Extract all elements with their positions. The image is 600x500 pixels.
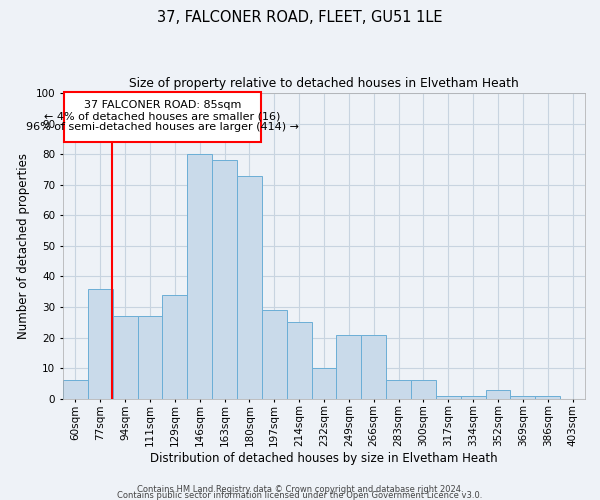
Bar [187,154,212,399]
Text: ← 4% of detached houses are smaller (16): ← 4% of detached houses are smaller (16) [44,111,281,121]
Bar [411,380,436,399]
Bar [137,316,163,399]
Title: Size of property relative to detached houses in Elvetham Heath: Size of property relative to detached ho… [129,78,519,90]
Bar [113,316,137,399]
Bar [88,288,113,399]
Bar [337,334,361,399]
Bar [63,380,88,399]
Bar [485,390,511,399]
Bar [461,396,485,399]
Text: 37 FALCONER ROAD: 85sqm: 37 FALCONER ROAD: 85sqm [83,100,241,110]
Bar [511,396,535,399]
Bar [237,176,262,399]
Text: Contains public sector information licensed under the Open Government Licence v3: Contains public sector information licen… [118,491,482,500]
X-axis label: Distribution of detached houses by size in Elvetham Heath: Distribution of detached houses by size … [150,452,498,465]
Bar [386,380,411,399]
Bar [436,396,461,399]
Bar [535,396,560,399]
Text: Contains HM Land Registry data © Crown copyright and database right 2024.: Contains HM Land Registry data © Crown c… [137,485,463,494]
Text: 37, FALCONER ROAD, FLEET, GU51 1LE: 37, FALCONER ROAD, FLEET, GU51 1LE [157,10,443,25]
Bar [212,160,237,399]
Bar [163,295,187,399]
Bar [311,368,337,399]
Bar [361,334,386,399]
FancyBboxPatch shape [64,92,260,142]
Bar [287,322,311,399]
Y-axis label: Number of detached properties: Number of detached properties [17,153,30,339]
Text: 96% of semi-detached houses are larger (414) →: 96% of semi-detached houses are larger (… [26,122,299,132]
Bar [262,310,287,399]
